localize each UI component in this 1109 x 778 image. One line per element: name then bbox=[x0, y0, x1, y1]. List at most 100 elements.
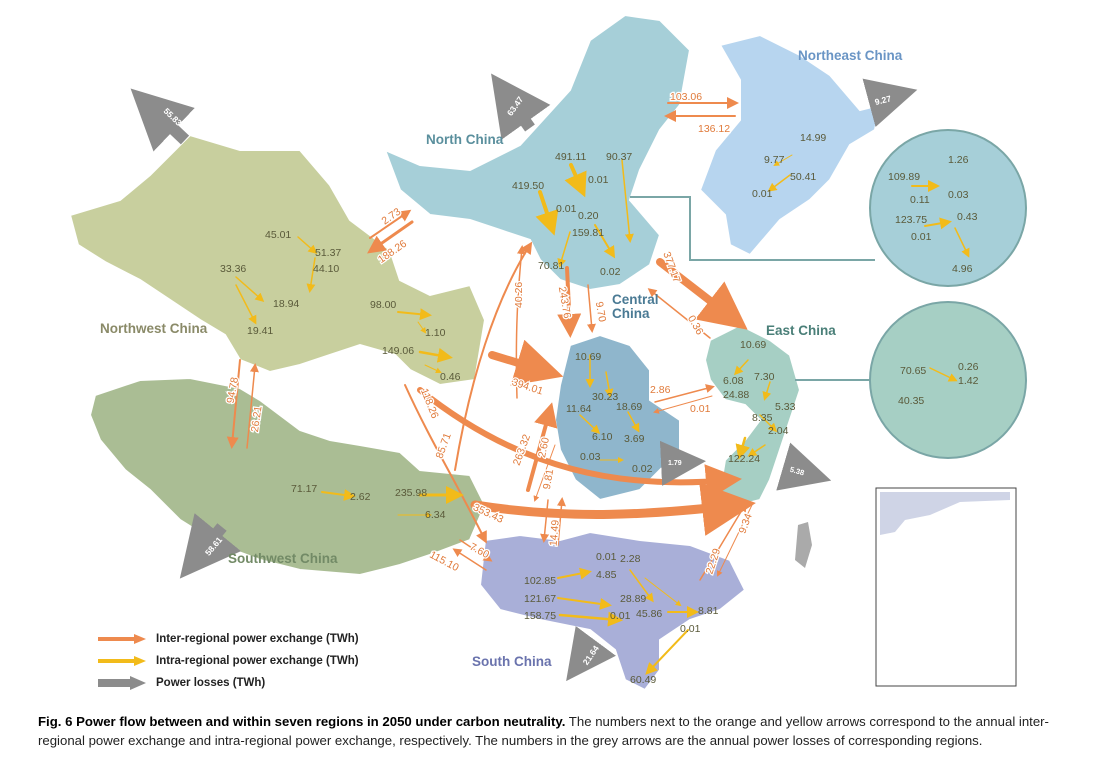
loss-arrow-central bbox=[659, 440, 706, 486]
intra-sw-0: 71.17 bbox=[291, 483, 317, 495]
arrow-e-to-n bbox=[647, 288, 711, 339]
loss-arrow-southwest bbox=[179, 513, 242, 579]
region-southwest bbox=[88, 376, 487, 577]
intra-s-0: 0.01 bbox=[596, 551, 617, 563]
inter-label-e-to-n: 0.36 bbox=[685, 313, 706, 337]
intra-n-8: 0.02 bbox=[600, 266, 621, 278]
inter-label-sw-to-nw: 26.21 bbox=[249, 405, 265, 433]
inter-label-sw-to-n: 85.71 bbox=[434, 431, 454, 460]
intra-e-5: 8.35 bbox=[752, 412, 773, 424]
intra-regional-arrows bbox=[235, 154, 970, 675]
intra-e-1: 6.08 bbox=[723, 375, 744, 387]
region-northwest bbox=[68, 133, 487, 387]
arrow-nw-to-s bbox=[404, 384, 487, 544]
intra-nw-6: 98.00 bbox=[370, 299, 396, 311]
region-label-east: East China bbox=[766, 323, 836, 338]
loss-arrow-south bbox=[566, 626, 616, 682]
intra-s-7: 0.01 bbox=[610, 610, 631, 622]
arrow-s-to-sw bbox=[452, 548, 487, 571]
figure-caption: Fig. 6 Power flow between and within sev… bbox=[38, 712, 1078, 750]
loss-arrow-northwest bbox=[130, 88, 195, 152]
inter-label-s-to-c: 14.49 bbox=[547, 519, 561, 546]
arrow-sw-to-s bbox=[459, 539, 493, 562]
south-sea-inset-coast bbox=[880, 492, 1010, 535]
intra-c-2: 11.64 bbox=[566, 403, 592, 415]
intra-s-3: 4.85 bbox=[596, 569, 617, 581]
caption-lead: Fig. 6 Power flow between and within sev… bbox=[38, 714, 566, 729]
loss-value-east: 5.38 bbox=[789, 465, 806, 478]
arrow-s-to-e bbox=[699, 502, 747, 581]
arrow-c-to-e bbox=[654, 384, 715, 403]
arrow-sw-to-n bbox=[454, 241, 533, 471]
legend-loss-arrow-icon bbox=[98, 676, 146, 690]
intra-s-4: 121.67 bbox=[524, 593, 556, 605]
region-north bbox=[383, 13, 692, 292]
legend-loss-label: Power losses (TWh) bbox=[156, 677, 266, 689]
intra-n-0: 491.11 bbox=[555, 151, 586, 163]
inter-label-c-to-sw: 2.60 bbox=[536, 436, 552, 459]
loss-arrow-northeast bbox=[862, 78, 918, 127]
intra-s-1: 2.28 bbox=[620, 553, 641, 565]
inter-label-n-to-c-a: 243.76 bbox=[556, 286, 573, 320]
intra-s-11: 60.49 bbox=[630, 674, 656, 686]
intra-ninset-0: 1.26 bbox=[948, 154, 969, 166]
intra-ninset-1: 109.89 bbox=[888, 171, 920, 183]
loss-value-central: 1.79 bbox=[668, 460, 682, 467]
region-label-north: North China bbox=[426, 132, 504, 147]
region-label-central-1: Central bbox=[612, 292, 659, 307]
intra-e-3: 24.88 bbox=[723, 389, 749, 401]
intra-ne-0: 14.99 bbox=[800, 132, 826, 144]
intra-e-2: 7.30 bbox=[754, 371, 775, 383]
intra-c-3: 18.69 bbox=[616, 401, 642, 413]
intra-c-1: 30.23 bbox=[592, 391, 618, 403]
legend: Inter-regional power exchange (TWh) Intr… bbox=[96, 628, 359, 694]
intra-einset-1: 0.26 bbox=[958, 361, 979, 373]
arrow-sw-to-c bbox=[526, 402, 558, 492]
intra-e-0: 10.69 bbox=[740, 339, 766, 351]
loss-arrow-east bbox=[776, 442, 832, 491]
legend-intra-arrow-icon bbox=[98, 656, 146, 666]
arrow-e-to-s bbox=[717, 504, 753, 577]
loss-value-northeast: 9.27 bbox=[874, 93, 893, 107]
intra-e-4: 5.33 bbox=[775, 401, 796, 413]
inter-label-s-to-sw: 115.10 bbox=[427, 549, 460, 574]
intra-sw-2: 235.98 bbox=[395, 487, 427, 499]
legend-loss: Power losses (TWh) bbox=[96, 672, 359, 694]
inter-label-nw-to-c: 394.01 bbox=[510, 376, 544, 397]
intra-ninset-2: 0.11 bbox=[910, 194, 930, 206]
intra-nw-2: 44.10 bbox=[313, 263, 339, 275]
legend-intra-label: Intra-regional power exchange (TWh) bbox=[156, 655, 359, 667]
intra-c-7: 0.02 bbox=[632, 463, 653, 475]
intra-ninset-3: 0.03 bbox=[948, 189, 969, 201]
region-south bbox=[478, 530, 747, 692]
intra-c-0: 10.69 bbox=[575, 351, 601, 363]
intra-e-6: 2.04 bbox=[768, 425, 789, 437]
intra-nw-8: 149.06 bbox=[382, 345, 414, 357]
intra-n-7: 70.81 bbox=[538, 260, 564, 272]
intra-s-8: 45.86 bbox=[636, 608, 662, 620]
intra-nw-0: 45.01 bbox=[265, 229, 291, 241]
inter-label-c-to-e: 2.86 bbox=[650, 384, 671, 396]
intra-ne-2: 50.41 bbox=[790, 171, 816, 183]
intra-nw-7: 1.10 bbox=[425, 327, 446, 339]
arrow-e-to-c bbox=[653, 395, 713, 414]
loss-arrow-north bbox=[491, 73, 551, 140]
caption-body: The numbers next to the orange and yello… bbox=[38, 714, 1049, 748]
intra-ne-3: 0.01 bbox=[752, 188, 773, 200]
arrow-nw-to-c bbox=[488, 339, 564, 386]
intra-nw-3: 33.36 bbox=[220, 263, 246, 275]
intra-n-5: 0.20 bbox=[578, 210, 599, 222]
intra-nw-9: 0.46 bbox=[440, 371, 461, 383]
intra-ninset-5: 0.43 bbox=[957, 211, 978, 223]
arrow-n-to-nw bbox=[367, 220, 414, 254]
arrow-c-to-sw bbox=[533, 444, 556, 502]
inter-label-n-to-c-b: 9.70 bbox=[593, 301, 608, 323]
east-inset-circle bbox=[869, 301, 1027, 459]
intra-ninset-7: 4.96 bbox=[952, 263, 973, 275]
inter-label-ne-to-n: 136.12 bbox=[698, 123, 730, 135]
intra-s-9: 8.81 bbox=[698, 605, 719, 617]
region-label-northeast: Northeast China bbox=[798, 48, 903, 63]
arrow-sw-to-e bbox=[470, 482, 756, 536]
legend-inter-arrow-icon bbox=[98, 634, 146, 644]
intra-s-10: 0.01 bbox=[680, 623, 701, 635]
